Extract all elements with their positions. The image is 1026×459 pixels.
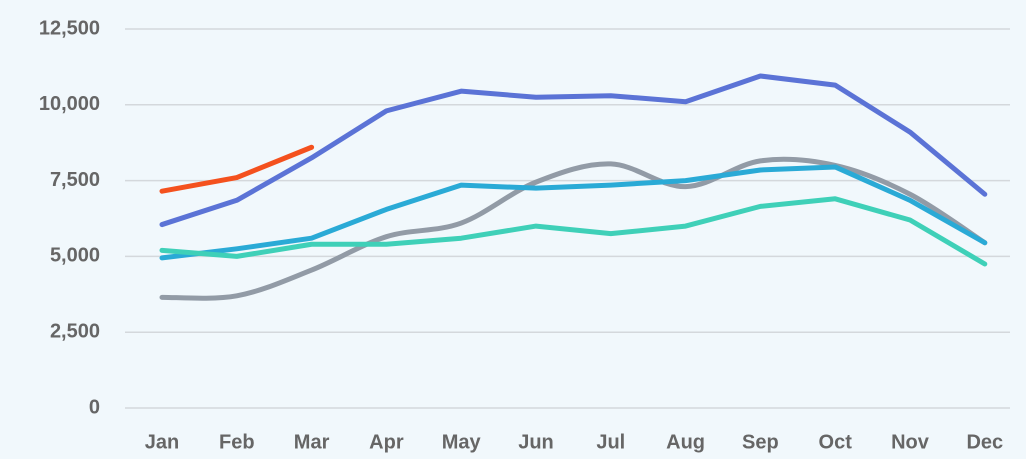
x-tick-label: Apr <box>369 431 404 453</box>
y-tick-label: 0 <box>89 396 100 418</box>
x-tick-label: Mar <box>294 431 330 453</box>
y-tick-label: 7,500 <box>50 169 100 191</box>
x-tick-label: Aug <box>666 431 705 453</box>
x-tick-label: Sep <box>742 431 779 453</box>
x-tick-label: Jul <box>596 431 625 453</box>
y-tick-label: 2,500 <box>50 320 100 342</box>
series-line <box>159 144 315 194</box>
x-tick-label: May <box>442 431 482 453</box>
x-tick-label: Feb <box>219 431 255 453</box>
series-line <box>159 156 988 301</box>
x-tick-label: Jun <box>518 431 554 453</box>
y-tick-label: 10,000 <box>39 93 100 115</box>
y-tick-label: 12,500 <box>39 17 100 39</box>
x-tick-label: Jan <box>145 431 179 453</box>
series-line <box>159 73 988 228</box>
x-tick-label: Oct <box>819 431 853 453</box>
series-line <box>159 164 988 261</box>
x-tick-label: Dec <box>966 431 1003 453</box>
y-tick-label: 5,000 <box>50 245 100 267</box>
x-tick-label: Nov <box>891 431 930 453</box>
series-line <box>159 196 988 267</box>
